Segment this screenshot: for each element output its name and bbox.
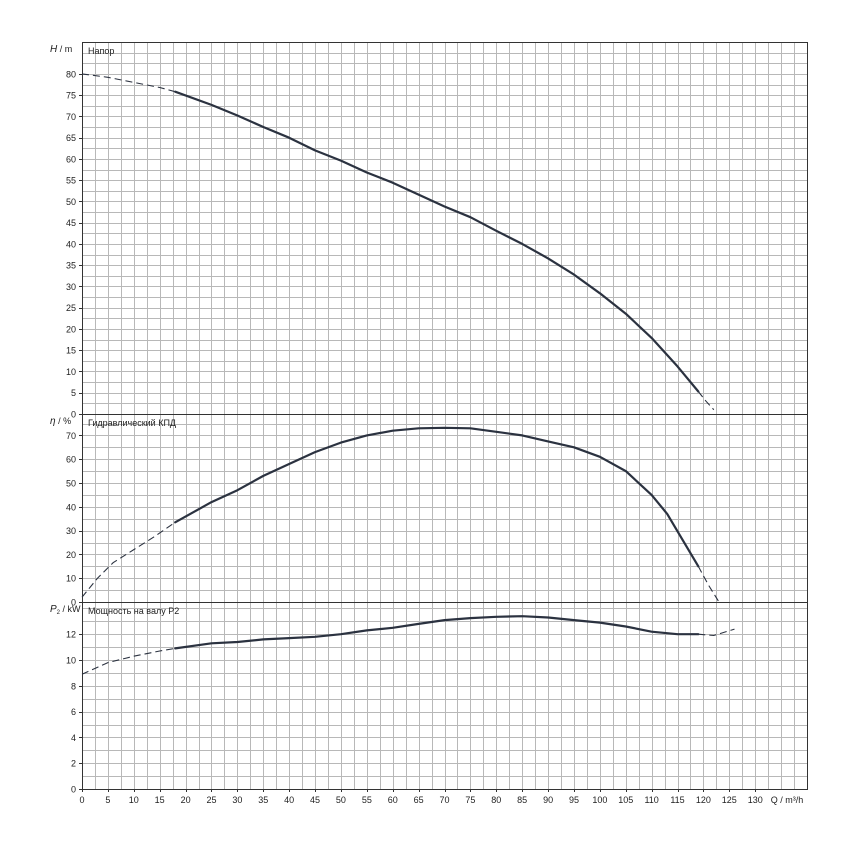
y-axis-label: H / m (50, 44, 72, 55)
y-tick-label: 10 (66, 367, 76, 377)
y-tick-label: 10 (66, 656, 76, 666)
y-tick-label: 5 (71, 388, 76, 398)
y-tick-label: 8 (71, 681, 76, 691)
x-tick-label: 5 (105, 795, 110, 805)
y-tick-label: 12 (66, 630, 76, 640)
x-tick-label: 90 (543, 795, 553, 805)
x-tick-label: 35 (258, 795, 268, 805)
x-tick-label: 60 (388, 795, 398, 805)
y-tick-label: 50 (66, 197, 76, 207)
x-tick-label: 105 (618, 795, 633, 805)
y-tick-label: 10 (66, 574, 76, 584)
x-axis-label: Q / m³/h (771, 795, 804, 805)
y-tick-label: 30 (66, 526, 76, 536)
y-tick-label: 20 (66, 324, 76, 334)
y-tick-label: 60 (66, 455, 76, 465)
x-tick-label: 85 (517, 795, 527, 805)
x-tick-label: 40 (284, 795, 294, 805)
x-tick-label: 20 (181, 795, 191, 805)
panel-title: Мощность на валу P2 (88, 606, 179, 616)
y-tick-label: 15 (66, 346, 76, 356)
x-tick-label: 110 (644, 795, 658, 805)
x-tick-label: 65 (414, 795, 424, 805)
y-tick-label: 80 (66, 69, 76, 79)
x-tick-label: 30 (232, 795, 242, 805)
curve-efficiency-dashed (697, 566, 720, 603)
y-tick-label: 55 (66, 176, 76, 186)
x-tick-label: 70 (439, 795, 449, 805)
curve-power-dashed (81, 647, 176, 675)
x-tick-label: 80 (491, 795, 501, 805)
x-tick-label: 95 (569, 795, 579, 805)
y-tick-label: 2 (71, 759, 76, 769)
x-tick-label: 55 (362, 795, 372, 805)
x-tick-label: 115 (670, 795, 684, 805)
x-tick-label: 100 (592, 795, 607, 805)
x-tick-label: 125 (722, 795, 737, 805)
y-tick-label: 35 (66, 261, 76, 271)
curve-power-dashed (698, 628, 735, 637)
x-tick-label: 25 (206, 795, 216, 805)
y-tick-label: 70 (66, 112, 76, 122)
x-tick-label: 0 (79, 795, 84, 805)
x-tick-label: 75 (465, 795, 475, 805)
x-tick-label: 10 (129, 795, 139, 805)
x-tick-label: 130 (748, 795, 763, 805)
y-tick-label: 40 (66, 239, 76, 249)
y-axis-label: P2 / kW (50, 604, 81, 616)
y-tick-label: 30 (66, 282, 76, 292)
curve-head-solid (174, 90, 700, 393)
y-tick-label: 25 (66, 303, 76, 313)
y-tick-label: 0 (71, 785, 76, 795)
curve-power-solid (174, 615, 700, 650)
y-tick-label: 50 (66, 479, 76, 489)
y-tick-label: 70 (66, 431, 76, 441)
y-tick-label: 65 (66, 133, 76, 143)
panel-title: Гидравлический КПД (88, 418, 176, 428)
x-tick-label: 45 (310, 795, 320, 805)
y-axis-label: η / % (50, 416, 71, 427)
y-tick-label: 0 (71, 598, 76, 608)
y-tick-label: 0 (71, 410, 76, 420)
curve-head-dashed (697, 391, 715, 411)
curve-efficiency-dashed (81, 521, 176, 598)
y-tick-label: 40 (66, 502, 76, 512)
x-tick-label: 120 (696, 795, 711, 805)
panel-title: Напор (88, 46, 114, 56)
y-tick-label: 4 (71, 733, 76, 743)
curve-efficiency-solid (174, 426, 700, 568)
x-tick-label: 15 (155, 795, 165, 805)
curve-head-dashed (81, 73, 176, 93)
y-tick-label: 45 (66, 218, 76, 228)
y-tick-label: 60 (66, 154, 76, 164)
y-tick-label: 75 (66, 91, 76, 101)
y-tick-label: 20 (66, 550, 76, 560)
x-tick-label: 50 (336, 795, 346, 805)
y-tick-label: 6 (71, 707, 76, 717)
